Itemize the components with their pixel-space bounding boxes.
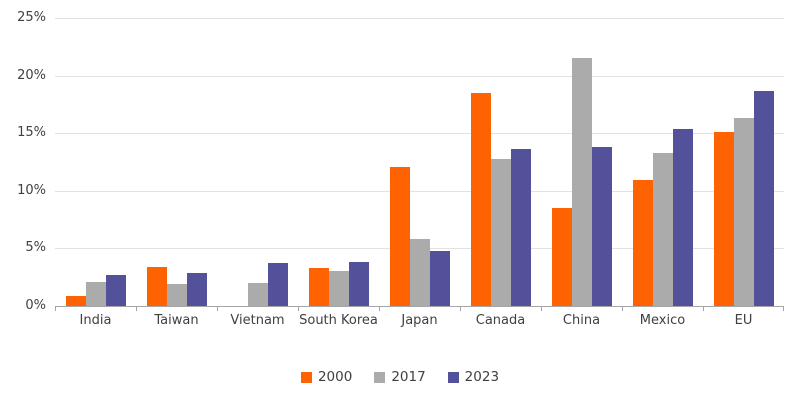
y-tick-label: 0% xyxy=(25,298,46,313)
x-tick-label-vietnam: Vietnam xyxy=(230,313,285,328)
x-axis-tick xyxy=(217,307,218,311)
gridline-10 xyxy=(55,190,784,192)
x-tick-label-india: India xyxy=(79,313,112,328)
bar-2017-vietnam xyxy=(247,282,268,306)
bar-2023-china xyxy=(591,147,612,306)
bar-2017-taiwan xyxy=(166,284,187,306)
legend-label: 2000 xyxy=(317,369,353,385)
bar-2023-mexico xyxy=(672,128,693,306)
bar-2023-eu xyxy=(753,90,774,306)
x-tick-label-japan: Japan xyxy=(401,313,438,328)
bar-2000-canada xyxy=(470,92,491,306)
x-axis-tick xyxy=(541,307,542,311)
bar-group-mexico xyxy=(622,18,703,306)
bar-2017-canada xyxy=(490,158,511,306)
gridline-15 xyxy=(55,133,784,135)
bar-2023-vietnam xyxy=(267,263,288,306)
bar-2023-india xyxy=(105,274,126,306)
x-axis-tick xyxy=(783,307,784,311)
bar-group-japan xyxy=(379,18,460,306)
bar-2000-japan xyxy=(389,166,410,306)
x-axis-tick xyxy=(622,307,623,311)
y-tick-label: 15% xyxy=(17,125,46,141)
x-axis-labels: India Taiwan Vietnam South Korea Japan Canada… xyxy=(55,312,784,329)
bar-2023-canada xyxy=(510,149,531,306)
x-tick-label-taiwan: Taiwan xyxy=(154,313,199,328)
bar-2000-mexico xyxy=(632,180,653,306)
bar-2017-eu xyxy=(733,118,754,306)
bar-group-taiwan xyxy=(136,18,217,306)
legend: 2000 2017 2023 xyxy=(0,369,800,385)
legend-swatch-icon xyxy=(300,371,312,383)
plot-area xyxy=(55,18,784,311)
x-axis-tick xyxy=(55,307,56,311)
bar-2017-japan xyxy=(409,239,430,306)
bar-2017-china xyxy=(571,58,592,306)
bar-group-canada xyxy=(460,18,541,306)
bar-2023-south-korea xyxy=(348,262,369,306)
x-tick-label-south-korea: South Korea xyxy=(299,313,378,328)
bar-2017-south-korea xyxy=(328,271,349,306)
legend-swatch-icon xyxy=(447,371,459,383)
bar-2000-india xyxy=(65,295,86,306)
bar-group-china xyxy=(541,18,622,306)
y-tick-label: 5% xyxy=(25,240,46,256)
x-axis-tick xyxy=(136,307,137,311)
bar-2000-china xyxy=(551,208,572,306)
bar-2000-eu xyxy=(713,132,734,306)
x-axis-tick xyxy=(298,307,299,311)
bar-2023-japan xyxy=(429,250,450,306)
x-tick-label-eu: EU xyxy=(734,313,753,328)
x-tick-label-china: China xyxy=(562,313,601,328)
legend-label: 2023 xyxy=(464,369,500,385)
bar-group-vietnam xyxy=(217,18,298,306)
legend-label: 2017 xyxy=(391,369,426,385)
legend-item-2017: 2017 xyxy=(374,369,426,385)
bar-group-south-korea xyxy=(298,18,379,306)
bar-2017-mexico xyxy=(652,152,673,306)
y-tick-label: 10% xyxy=(17,182,46,198)
x-axis-tick xyxy=(460,307,461,311)
x-axis-tick xyxy=(703,307,704,311)
bar-2000-south-korea xyxy=(308,267,329,306)
legend-item-2023: 2023 xyxy=(447,369,500,385)
bar-groups xyxy=(55,18,784,306)
bar-group-india xyxy=(55,18,136,306)
bar-group-eu xyxy=(703,18,784,306)
bar-2017-india xyxy=(85,281,106,306)
legend-item-2000: 2000 xyxy=(300,369,353,385)
x-tick-label-canada: Canada xyxy=(475,313,526,328)
legend-swatch-icon xyxy=(374,371,386,383)
bar-2023-taiwan xyxy=(186,272,207,306)
x-axis-tick xyxy=(379,307,380,311)
x-tick-label-mexico: Mexico xyxy=(639,313,686,328)
y-tick-label: 25% xyxy=(17,10,46,25)
gridline-25 xyxy=(55,18,784,19)
gridline-20 xyxy=(55,75,784,77)
y-tick-label: 20% xyxy=(17,67,46,83)
bar-2000-taiwan xyxy=(146,266,167,306)
